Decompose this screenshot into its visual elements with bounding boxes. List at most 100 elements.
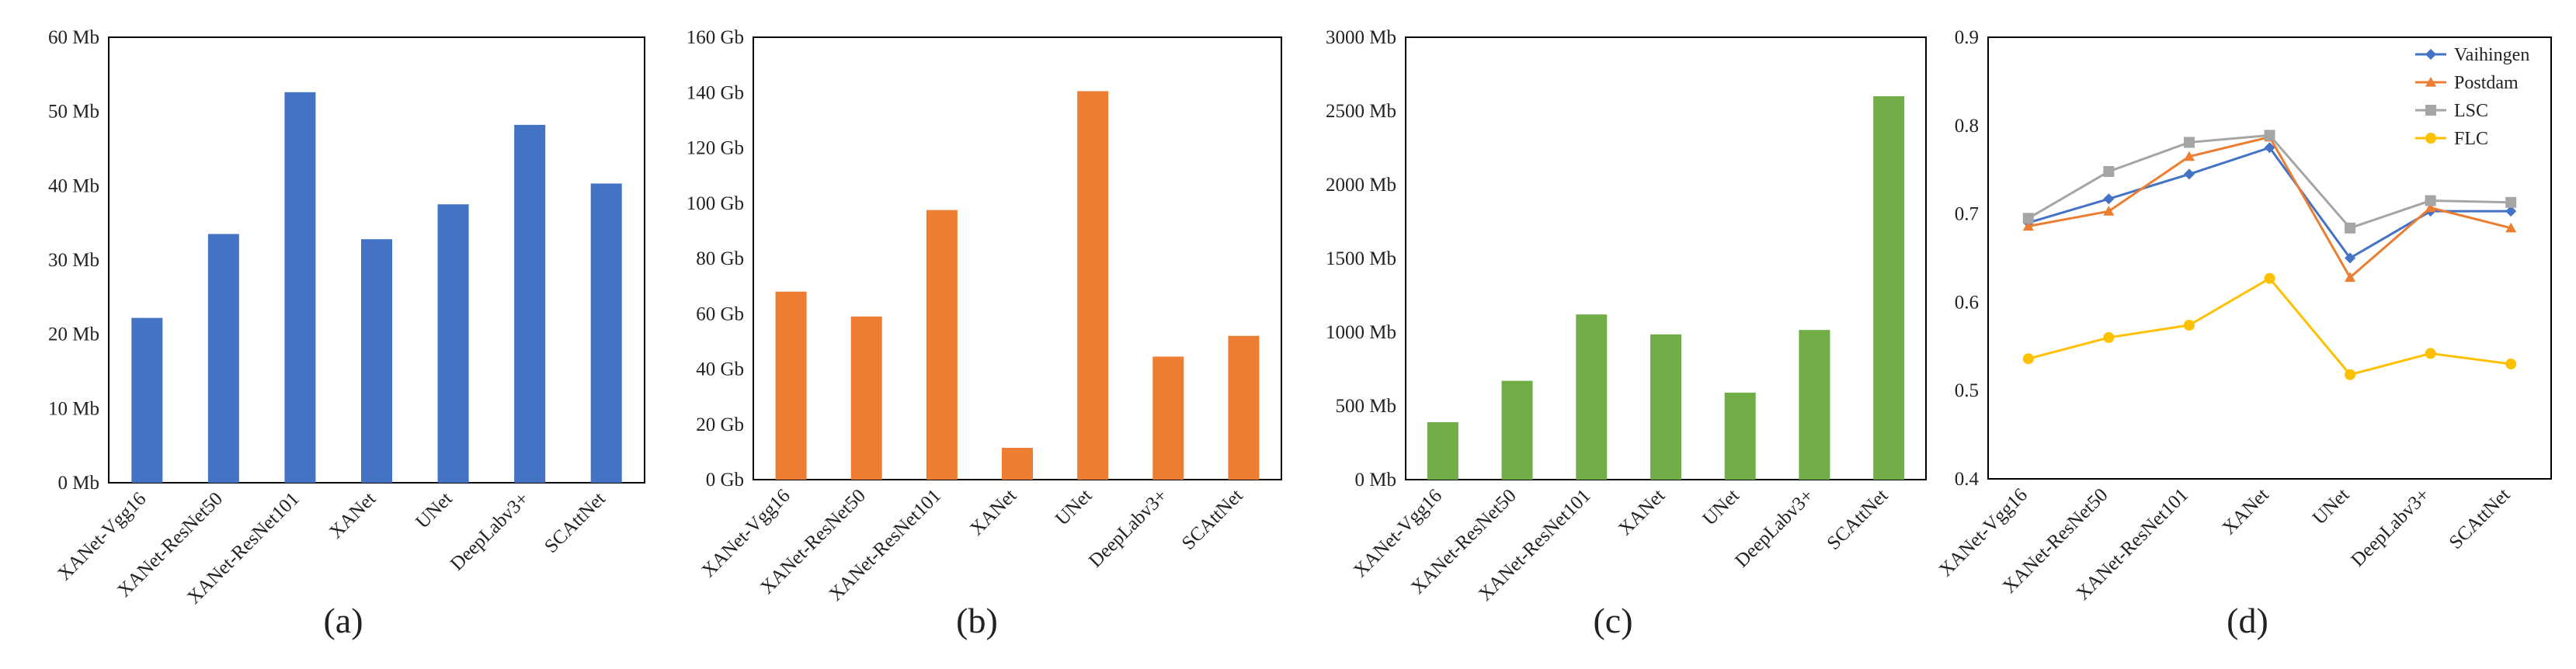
bar xyxy=(1873,96,1905,480)
plot-frame xyxy=(1987,36,2552,480)
chart-panel-3: 0 Mb 500 Mb 1000 Mb 1500 Mb 2000 Mb 2500 Mb 30… xyxy=(1326,27,1927,640)
legend-marker xyxy=(2425,105,2436,116)
x-category-label: DeepLabv3+ xyxy=(1085,485,1172,572)
bar xyxy=(1650,334,1681,480)
y-tick-label: 30 Mb xyxy=(48,250,99,271)
bar xyxy=(1152,356,1184,480)
bar xyxy=(1228,335,1260,480)
y-tick-label: 0.4 xyxy=(1955,469,1980,490)
data-point xyxy=(2505,359,2517,370)
panel-caption: (a) xyxy=(323,601,363,640)
y-tick-label: 3000 Mb xyxy=(1326,27,1396,48)
data-point xyxy=(2264,142,2275,154)
x-category-label: UNet xyxy=(2309,484,2353,529)
bar xyxy=(1724,392,1756,480)
y-tick-label: 50 Mb xyxy=(48,102,99,123)
panel-caption: (d) xyxy=(2227,601,2268,640)
y-tick-label: 0 Mb xyxy=(58,473,99,494)
x-category-label: DeepLabv3+ xyxy=(447,488,534,575)
legend-label: Vaihingen xyxy=(2454,45,2529,65)
bar xyxy=(926,210,958,480)
data-point xyxy=(2505,206,2517,217)
data-point xyxy=(2345,252,2356,264)
x-category-label: DeepLabv3+ xyxy=(2347,484,2434,571)
plot-frame xyxy=(753,36,1282,480)
data-point xyxy=(2103,331,2115,343)
panel-caption: (c) xyxy=(1593,601,1632,640)
legend-marker xyxy=(2425,133,2436,144)
bar xyxy=(361,239,392,483)
bar xyxy=(437,204,469,483)
data-point xyxy=(2103,206,2115,216)
data-point xyxy=(2183,151,2195,161)
y-tick-label: 80 Gb xyxy=(696,248,744,269)
y-tick-label: 500 Mb xyxy=(1336,396,1396,417)
data-point xyxy=(2425,195,2436,206)
data-point xyxy=(2103,193,2115,205)
series-line-flc xyxy=(2028,276,2512,376)
data-point xyxy=(2103,165,2115,177)
x-category-label: SCAttNet xyxy=(541,488,610,557)
y-tick-label: 1500 Mb xyxy=(1326,248,1396,269)
legend-label: LSC xyxy=(2454,101,2488,121)
data-point xyxy=(2505,222,2517,233)
data-point xyxy=(2264,130,2275,141)
x-category-label: XANet xyxy=(966,485,1020,539)
data-point xyxy=(2183,168,2195,180)
data-point xyxy=(2183,319,2195,331)
y-tick-label: 60 Mb xyxy=(48,27,99,48)
series-line-vaihingen xyxy=(2028,146,2512,260)
x-category-label: SCAttNet xyxy=(2446,484,2515,553)
y-tick-label: 120 Gb xyxy=(687,138,744,159)
data-point xyxy=(2345,369,2356,380)
data-point xyxy=(2345,272,2356,283)
y-tick-label: 0 Gb xyxy=(706,470,744,490)
x-category-label: XANet xyxy=(325,488,380,542)
data-point xyxy=(2022,353,2034,365)
y-tick-label: 0.9 xyxy=(1955,27,1979,48)
y-tick-label: 0.7 xyxy=(1955,204,1979,225)
bar xyxy=(207,234,239,483)
y-tick-label: 0 Mb xyxy=(1355,470,1396,490)
data-point xyxy=(2425,202,2436,213)
series-line-postdam xyxy=(2028,135,2512,279)
data-point xyxy=(2425,348,2436,359)
x-category-label: XANet xyxy=(2219,484,2273,539)
data-point xyxy=(2505,196,2517,208)
y-tick-label: 40 Gb xyxy=(696,359,744,380)
y-tick-label: 100 Gb xyxy=(687,193,744,214)
bar xyxy=(1501,380,1533,480)
x-category-label: UNet xyxy=(412,488,456,532)
legend-marker xyxy=(2425,77,2436,87)
y-tick-label: 2500 Mb xyxy=(1326,101,1396,122)
data-point xyxy=(2022,220,2034,231)
legend-label: Postdam xyxy=(2454,73,2519,93)
x-category-label: DeepLabv3+ xyxy=(1731,485,1818,572)
y-tick-label: 60 Gb xyxy=(696,303,744,324)
bar xyxy=(514,124,546,484)
legend-label: FLC xyxy=(2454,129,2488,149)
bar xyxy=(1799,330,1830,480)
data-point xyxy=(2022,213,2034,224)
bar xyxy=(1002,448,1033,480)
bar xyxy=(850,316,882,480)
legend-marker xyxy=(2425,49,2436,60)
panel-caption: (b) xyxy=(956,601,998,640)
y-tick-label: 10 Mb xyxy=(48,398,99,419)
bar xyxy=(284,92,316,483)
y-tick-label: 0.6 xyxy=(1955,292,1979,313)
x-category-label: XANet xyxy=(1615,485,1669,539)
bar xyxy=(1077,91,1109,480)
x-category-label: UNet xyxy=(1052,485,1096,529)
y-tick-label: 140 Gb xyxy=(687,82,744,103)
y-tick-label: 2000 Mb xyxy=(1326,175,1396,196)
data-point xyxy=(2345,222,2356,234)
x-category-label: SCAttNet xyxy=(1823,485,1893,554)
chart-panel-2: 0 Gb 20 Gb 40 Gb 60 Gb 80 Gb 100 Gb 120 Gb 140 … xyxy=(687,27,1282,640)
chart-panel-4: 0.40.50.60.70.80.9XANet-Vgg16XANet-ResNe… xyxy=(1935,27,2552,640)
y-tick-label: 20 Gb xyxy=(696,414,744,435)
y-tick-label: 1000 Mb xyxy=(1326,322,1396,343)
y-tick-label: 160 Gb xyxy=(687,27,744,48)
